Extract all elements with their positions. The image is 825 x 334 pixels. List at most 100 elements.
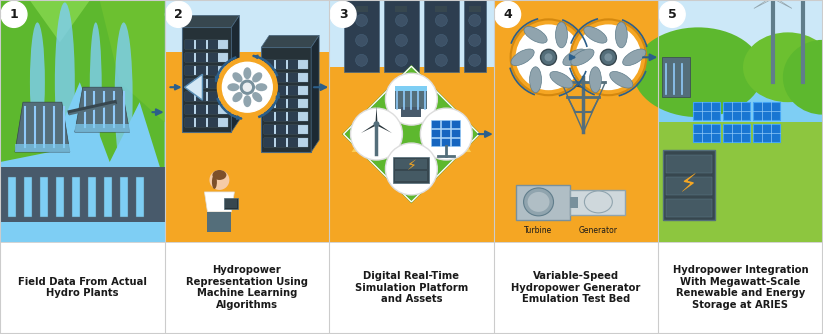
Ellipse shape	[524, 188, 554, 216]
Bar	[0, 0, 164, 242]
Ellipse shape	[54, 2, 75, 162]
Bar	[441, 120, 450, 128]
Ellipse shape	[243, 67, 252, 79]
Ellipse shape	[511, 49, 535, 65]
Bar	[185, 53, 195, 62]
Circle shape	[436, 14, 447, 26]
Bar	[75, 124, 130, 132]
Ellipse shape	[252, 92, 262, 102]
Bar	[264, 99, 309, 108]
Bar	[395, 159, 427, 169]
Circle shape	[540, 49, 557, 65]
Bar	[493, 242, 658, 334]
Bar	[288, 138, 298, 147]
Ellipse shape	[30, 22, 45, 142]
Text: 2: 2	[174, 8, 183, 21]
Bar	[185, 118, 195, 127]
Bar	[288, 73, 298, 82]
Circle shape	[601, 49, 616, 65]
Text: Digital Real-Time
Simulation Platform
and Assets: Digital Real-Time Simulation Platform an…	[355, 271, 468, 304]
Bar	[185, 105, 195, 114]
Bar	[276, 138, 286, 147]
Circle shape	[769, 0, 777, 1]
Bar	[693, 124, 720, 142]
Bar	[231, 108, 237, 114]
Bar	[185, 92, 195, 101]
Ellipse shape	[212, 170, 226, 180]
Polygon shape	[361, 124, 376, 133]
Circle shape	[385, 143, 437, 195]
Text: 3: 3	[339, 8, 347, 21]
Bar	[264, 138, 309, 147]
Bar	[667, 177, 712, 195]
Bar	[262, 47, 311, 152]
Text: ⚡: ⚡	[681, 173, 698, 197]
Bar	[264, 138, 274, 147]
Bar	[753, 124, 780, 142]
Bar	[264, 86, 309, 95]
Ellipse shape	[212, 175, 217, 189]
Circle shape	[351, 108, 403, 160]
Bar	[431, 129, 441, 137]
Text: ⚡: ⚡	[407, 159, 417, 173]
Bar	[257, 61, 264, 67]
Polygon shape	[30, 0, 90, 42]
Bar	[56, 177, 64, 217]
Bar	[276, 125, 286, 134]
Bar	[185, 79, 229, 88]
Bar	[185, 92, 229, 101]
Ellipse shape	[255, 83, 267, 91]
Polygon shape	[15, 102, 70, 152]
Polygon shape	[205, 192, 234, 212]
Bar	[469, 6, 481, 12]
Ellipse shape	[252, 72, 262, 82]
Bar	[667, 199, 712, 217]
Text: 5: 5	[667, 8, 676, 21]
Bar	[384, 0, 419, 72]
Bar	[431, 120, 441, 128]
Ellipse shape	[623, 49, 646, 65]
Circle shape	[469, 54, 481, 66]
Ellipse shape	[233, 92, 243, 102]
Bar	[209, 40, 219, 49]
Bar	[231, 61, 237, 67]
Bar	[662, 57, 691, 97]
Bar	[104, 177, 111, 217]
Bar	[288, 86, 298, 95]
Bar	[267, 71, 274, 77]
Ellipse shape	[530, 67, 541, 93]
Circle shape	[356, 34, 367, 46]
Polygon shape	[376, 124, 392, 133]
Bar	[570, 190, 625, 215]
Circle shape	[605, 53, 612, 61]
Bar	[753, 102, 780, 120]
Ellipse shape	[90, 22, 101, 152]
Circle shape	[576, 24, 641, 90]
Ellipse shape	[584, 191, 612, 213]
Bar	[196, 79, 206, 88]
Bar	[271, 84, 277, 90]
Ellipse shape	[115, 22, 133, 172]
Circle shape	[243, 83, 252, 91]
Bar	[218, 84, 224, 90]
Ellipse shape	[527, 192, 549, 212]
Bar	[209, 79, 219, 88]
Bar	[164, 0, 329, 52]
Bar	[185, 118, 229, 127]
Polygon shape	[375, 106, 377, 124]
Circle shape	[469, 34, 481, 46]
Circle shape	[240, 80, 254, 94]
Text: 1: 1	[10, 8, 18, 21]
Text: 4: 4	[503, 8, 512, 21]
Bar	[424, 0, 459, 72]
Ellipse shape	[610, 71, 633, 88]
Bar	[185, 66, 229, 75]
Bar	[185, 79, 195, 88]
Bar	[658, 0, 823, 242]
Ellipse shape	[563, 49, 586, 65]
Bar	[395, 91, 427, 109]
Circle shape	[395, 34, 408, 46]
Circle shape	[1, 1, 27, 27]
Bar	[276, 112, 286, 121]
Bar	[356, 6, 367, 12]
